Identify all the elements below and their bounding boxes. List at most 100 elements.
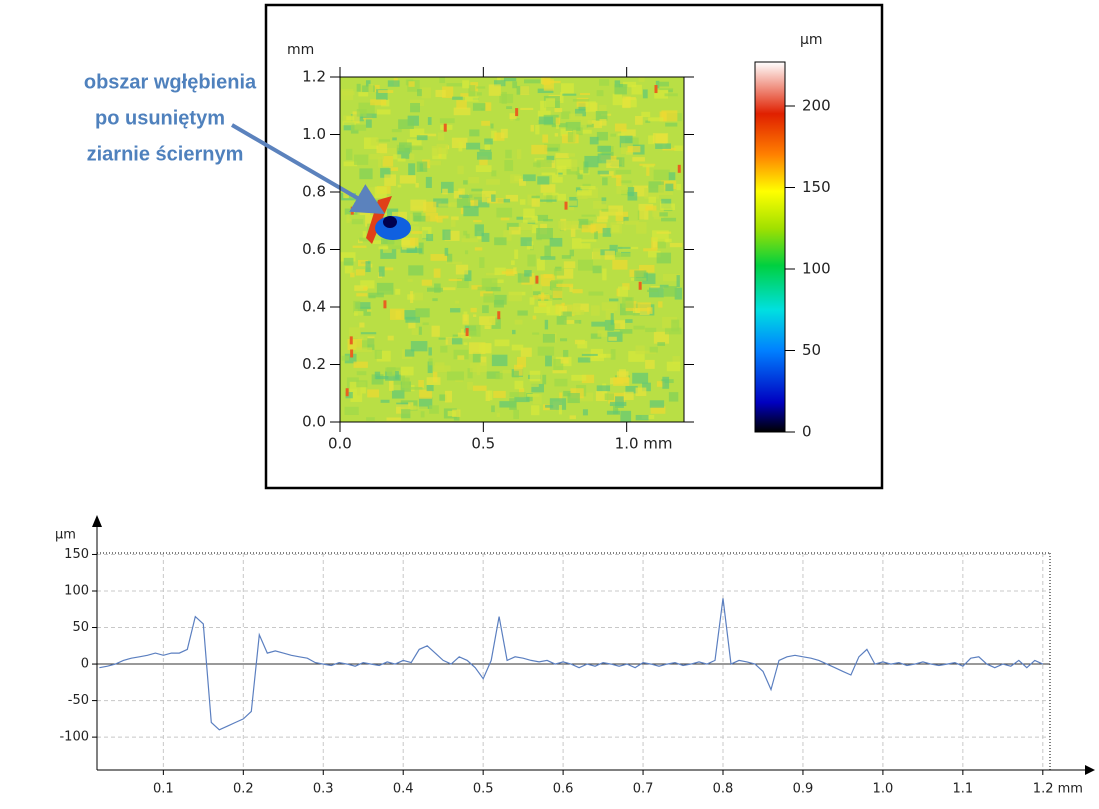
map-texture (360, 280, 375, 289)
map-texture (349, 336, 353, 345)
map-texture (567, 393, 580, 404)
map-texture (455, 300, 460, 304)
map-texture (574, 108, 586, 117)
map-texture (387, 239, 402, 250)
map-texture (652, 240, 658, 248)
map-texture (392, 137, 397, 141)
map-texture (637, 302, 651, 312)
map-texture (648, 117, 664, 122)
x-tick-label: 0.5 (471, 435, 495, 453)
map-texture (509, 398, 517, 410)
map-texture (519, 199, 526, 205)
map-texture (409, 146, 423, 151)
map-texture (378, 90, 394, 93)
map-texture (537, 300, 553, 306)
map-texture (387, 335, 394, 341)
map-texture (633, 325, 645, 330)
map-texture (653, 169, 670, 181)
map-texture (356, 83, 361, 92)
map-texture (529, 297, 535, 305)
map-texture (416, 161, 428, 172)
map-texture (391, 390, 405, 399)
annotation-arrow (230, 123, 385, 215)
map-texture (516, 149, 522, 160)
map-texture (472, 103, 486, 111)
map-texture (487, 390, 493, 401)
map-texture (491, 170, 497, 177)
map-texture (410, 291, 414, 304)
map-texture (514, 249, 519, 260)
map-texture (532, 394, 542, 405)
map-texture (653, 331, 669, 344)
map-texture (415, 308, 430, 318)
map-texture (604, 250, 615, 260)
map-texture (648, 287, 664, 298)
x-tick-label: 0.3 (313, 782, 334, 797)
annotation: ziarnie ściernym (87, 143, 244, 165)
colorbar (754, 61, 786, 433)
colorbar-tick-label: 100 (802, 260, 831, 278)
map-texture (508, 226, 521, 235)
map-texture (615, 211, 629, 222)
map-texture (608, 336, 617, 341)
map-texture (624, 220, 639, 225)
map-texture (493, 80, 506, 87)
map-texture (405, 316, 421, 323)
map-texture (397, 184, 402, 188)
map-texture (350, 272, 355, 278)
map-texture (348, 327, 361, 339)
map-texture (358, 102, 375, 115)
map-texture (355, 347, 373, 353)
map-texture (479, 156, 488, 166)
map-texture (602, 268, 607, 281)
map-texture (610, 349, 616, 360)
map-texture (471, 188, 483, 192)
map-texture (597, 153, 611, 164)
y-axis-arrow (92, 515, 102, 527)
map-texture (644, 187, 660, 199)
map-texture (533, 306, 551, 314)
map-texture (376, 350, 391, 362)
map-texture (479, 257, 485, 268)
map-texture (350, 349, 354, 358)
map-texture (371, 374, 384, 385)
map-texture (456, 197, 471, 208)
map-texture (440, 345, 448, 353)
map-texture (455, 264, 469, 275)
map-texture (606, 159, 620, 168)
map-texture (446, 83, 463, 87)
map-texture (351, 124, 367, 131)
map-texture (359, 208, 371, 216)
map-texture (553, 268, 565, 276)
map-texture (597, 330, 608, 337)
map-texture (560, 338, 568, 342)
map-texture (444, 247, 449, 256)
map-texture (464, 270, 472, 282)
map-texture (642, 382, 651, 392)
map-texture (546, 192, 553, 203)
map-texture (392, 211, 407, 219)
map-texture (531, 383, 544, 393)
map-texture (429, 160, 442, 166)
map-texture (570, 226, 576, 237)
map-texture (355, 302, 371, 309)
map-texture (520, 347, 532, 357)
map-texture (476, 151, 492, 160)
map-texture (605, 309, 615, 320)
map-texture (556, 283, 574, 288)
x-tick-label: 1.2 mm (1033, 782, 1083, 797)
map-texture (519, 178, 526, 186)
map-texture (599, 104, 607, 114)
colorbar-tick-label: 150 (802, 178, 831, 196)
map-texture (620, 410, 632, 422)
map-texture (662, 376, 670, 389)
map-texture (352, 245, 367, 248)
map-texture (343, 190, 349, 199)
map-texture (491, 405, 495, 413)
map-texture (432, 298, 438, 302)
map-texture (476, 86, 486, 89)
map-texture (495, 372, 503, 380)
map-texture (402, 226, 420, 239)
map-texture (580, 243, 591, 249)
map-texture (494, 237, 507, 246)
